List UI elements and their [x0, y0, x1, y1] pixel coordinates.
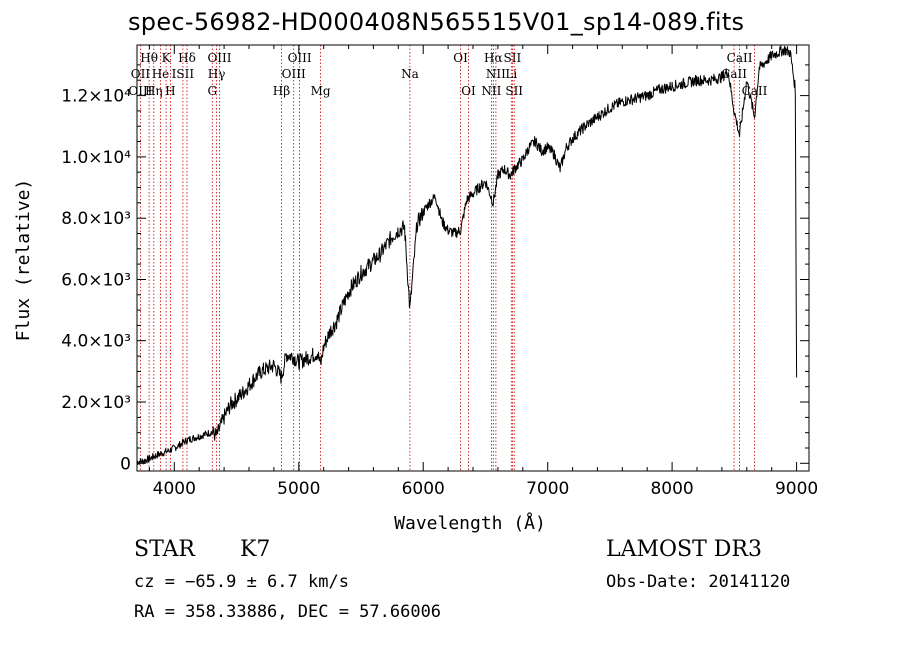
line-annotation-label: NII	[481, 84, 501, 98]
line-annotation-label: SII	[505, 84, 523, 98]
line-annotation-label: Hη	[145, 84, 163, 98]
line-annotation-label: NII	[486, 67, 506, 81]
line-annotation-label: G	[208, 84, 218, 98]
redshift-info: cz = −65.9 ± 6.7 km/s	[134, 572, 349, 592]
line-annotation-label: OI	[453, 51, 468, 65]
line-annotation-label: Hα	[484, 51, 503, 65]
y-tick-label: 1.2×10⁴	[61, 87, 131, 107]
line-annotation-label: CaII	[742, 84, 768, 98]
x-tick-label: 9000	[775, 479, 818, 499]
line-annotation-label: ISII	[172, 67, 195, 81]
spectrum-series	[136, 45, 798, 465]
line-annotation-label: Mg	[311, 84, 331, 98]
line-annotation-label: Li	[505, 67, 517, 81]
line-annotation-label: SII	[504, 51, 522, 65]
line-markers	[139, 45, 755, 471]
y-tick-label: 4.0×10³	[61, 332, 131, 352]
line-annotation-label: He	[152, 67, 170, 81]
x-tick-label: 4000	[153, 479, 196, 499]
coordinates-info: RA = 358.33886, DEC = 57.66006	[134, 602, 442, 622]
line-annotation-label: OI	[461, 84, 476, 98]
y-tick-label: 6.0×10³	[61, 271, 131, 291]
line-annotation-label: Hγ	[208, 67, 226, 81]
y-axis-label: Flux (relative)	[13, 179, 34, 342]
observation-date: Obs-Date: 20141120	[606, 572, 791, 592]
line-annotation-label: Hβ	[273, 84, 290, 98]
line-annotation-label: OIII	[282, 67, 306, 81]
x-tick-label: 6000	[402, 479, 445, 499]
chart-title: spec-56982-HD000408N565515V01_sp14-089.f…	[128, 8, 745, 36]
object-subclass: K7	[240, 537, 271, 562]
line-annotation-label: CaII	[727, 51, 753, 65]
line-annotation-label: OIII	[288, 51, 312, 65]
ticks: 4000 5000 6000 7000 8000 9000 0 2.0×10³ 4.0×10³ 6…	[61, 45, 818, 499]
x-tick-label: 5000	[277, 479, 320, 499]
y-tick-label: 2.0×10³	[61, 393, 131, 413]
x-tick-label: 7000	[526, 479, 569, 499]
line-annotation-label: Na	[401, 67, 419, 81]
line-annotation-label: H	[165, 84, 175, 98]
line-annotation-label: OIII	[128, 84, 152, 98]
line-annotation-label: OIII	[207, 51, 231, 65]
object-class: STAR	[134, 537, 195, 562]
line-annotation-label: K	[162, 51, 172, 65]
plot-frame	[136, 44, 810, 472]
x-tick-label: 8000	[650, 479, 693, 499]
line-annotation-label: OII	[131, 67, 151, 81]
survey-name: LAMOST DR3	[606, 537, 762, 562]
y-tick-label: 8.0×10³	[61, 209, 131, 229]
spectrum-line	[136, 45, 798, 465]
y-tick-label: 1.0×10⁴	[61, 148, 131, 168]
line-annotation-label: Hθ	[140, 51, 158, 65]
x-axis-label: Wavelength (Å)	[394, 512, 546, 534]
axes	[136, 44, 810, 472]
line-annotation-label: Hδ	[178, 51, 196, 65]
line-annotation-label: CaII	[721, 67, 747, 81]
y-tick-label: 0	[120, 454, 131, 474]
